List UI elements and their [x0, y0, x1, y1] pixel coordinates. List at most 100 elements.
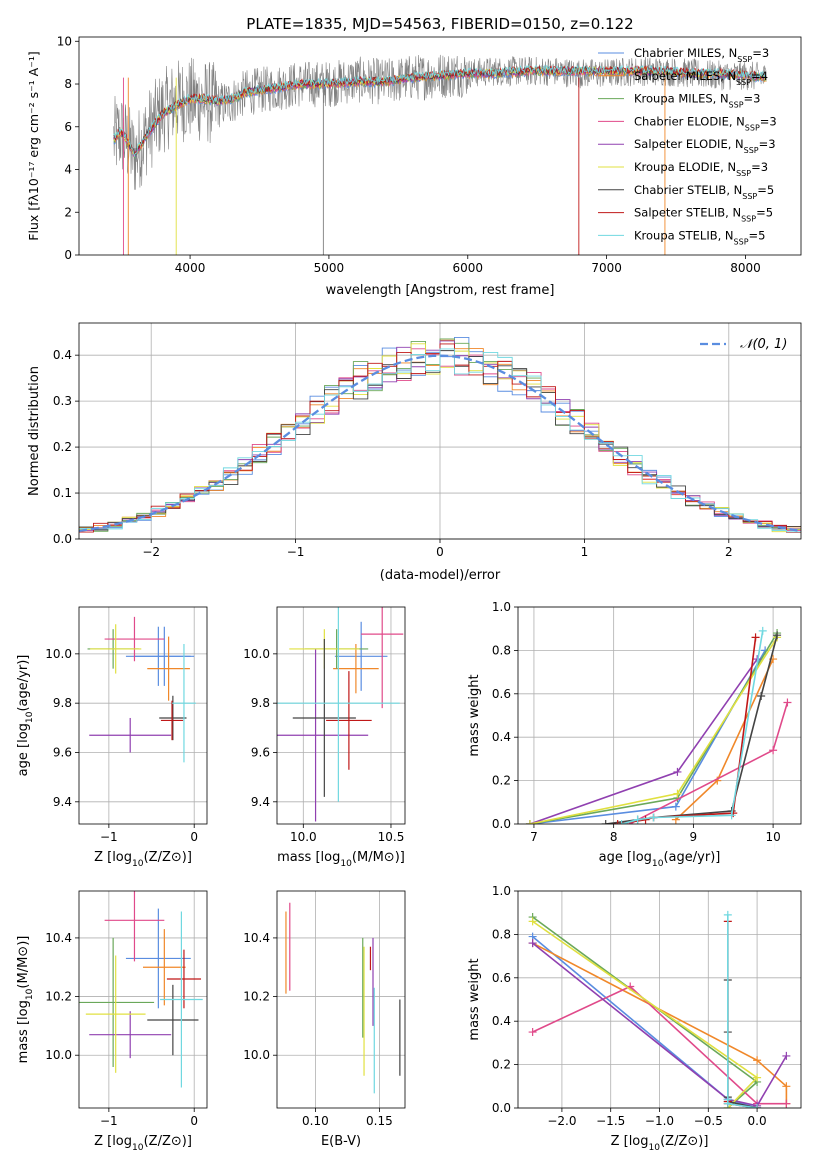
- y-tick-label: 10.0: [45, 647, 72, 661]
- errorbar-point-1: [143, 929, 186, 1006]
- y-tick-label: 0.2: [492, 1058, 511, 1072]
- y-tick-label: 0.2: [53, 440, 72, 454]
- axes-frame: [276, 890, 406, 1109]
- plus-marker: [751, 633, 760, 642]
- x-tick-label: 10: [765, 830, 780, 844]
- x-tick-label: 0: [436, 545, 444, 559]
- y-tick-label: 1.0: [492, 600, 511, 614]
- x-tick-label: 4000: [175, 261, 206, 275]
- y-axis-label: age [log10(age/yr)]: [16, 655, 35, 777]
- x-tick-label: −1.5: [596, 1114, 625, 1128]
- x-tick-label: 9: [690, 830, 698, 844]
- plus-marker: [753, 1056, 762, 1065]
- y-tick-label: 0.0: [492, 817, 511, 831]
- y-tick-label: 9.6: [251, 745, 270, 759]
- x-tick-label: −0.5: [694, 1114, 723, 1128]
- plus-marker: [773, 631, 782, 640]
- plus-marker: [528, 1028, 537, 1037]
- plus-marker: [757, 691, 766, 700]
- model-line-8: [113, 64, 767, 158]
- y-tick-label: 9.4: [251, 795, 270, 809]
- x-tick-label: 10.5: [378, 830, 405, 844]
- legend-label: Chabrier STELIB, NSSP=5: [634, 183, 774, 201]
- errorbar-point-7: [166, 949, 202, 1009]
- y-tick-label: 10.0: [243, 1048, 270, 1062]
- errorbars: [277, 607, 404, 822]
- x-tick-label: 10.0: [290, 830, 317, 844]
- plus-marker: [758, 626, 767, 635]
- chart-residuals: −2 −1 0 1 2 0.0 0.1 0.2 0.3 0.4 𝒩(0, 1) (data-model…: [27, 322, 802, 583]
- x-tick-label: −2.0: [547, 1114, 576, 1128]
- histograms: [79, 337, 801, 533]
- errorbar-point-3: [104, 891, 165, 962]
- errorbar-point-4: [104, 616, 165, 662]
- x-tick-label: 2: [725, 545, 733, 559]
- x-axis-label: (data-model)/error: [380, 568, 501, 583]
- errorbar-point-2: [147, 636, 190, 701]
- errorbar-point-4: [277, 648, 369, 822]
- x-tick-label: 0.0: [748, 1114, 767, 1128]
- errorbars: [87, 616, 196, 763]
- y-tick-label: 0.0: [492, 1101, 511, 1115]
- errorbar-point-6: [147, 984, 199, 1056]
- plus-marker: [783, 698, 792, 707]
- axes-frame: [78, 606, 208, 825]
- series-line-4: [532, 942, 788, 1107]
- x-axis-label: Z [log10(Z/Z⊙)]: [94, 1134, 192, 1153]
- legend-label: Salpeter MILES, NSSP=4: [634, 69, 768, 87]
- axes-frame: [517, 890, 802, 1109]
- y-tick-label: 9.8: [53, 696, 72, 710]
- x-tick-label: 8: [610, 830, 618, 844]
- x-axis-label: Z [log10(Z/Z⊙)]: [611, 1134, 709, 1153]
- axes-frame: [276, 606, 406, 825]
- plus-marker: [782, 1082, 791, 1091]
- errorbar-point-9: [172, 643, 196, 763]
- axes-frame: [517, 606, 802, 825]
- x-axis-label: wavelength [Angstrom, rest frame]: [326, 283, 555, 298]
- x-tick-label: −2: [142, 545, 160, 559]
- x-axis-label: Z [log10(Z/Z⊙)]: [94, 850, 192, 869]
- y-axis-label: Normed distribution: [27, 366, 42, 496]
- series-lines: [525, 626, 792, 824]
- plus-marker: [723, 1099, 732, 1108]
- legend-label: Kroupa STELIB, NSSP=5: [634, 228, 765, 246]
- x-tick-label: 0.10: [302, 1114, 329, 1128]
- x-tick-label: 8000: [730, 261, 761, 275]
- y-tick-label: 0.4: [492, 1014, 511, 1028]
- plus-marker: [782, 1099, 791, 1108]
- y-tick-label: 1.0: [492, 884, 511, 898]
- errorbar-point-8: [160, 911, 203, 1088]
- plus-marker: [753, 1104, 762, 1108]
- plus-marker: [673, 767, 682, 776]
- legend-label: Salpeter ELODIE, NSSP=3: [634, 137, 776, 155]
- plus-marker: [528, 939, 537, 948]
- errorbar-point-5: [89, 717, 172, 753]
- series-lines: [528, 910, 791, 1108]
- y-tick-label: 10.0: [45, 1048, 72, 1062]
- x-axis-label: E(B-V): [321, 1134, 361, 1149]
- y-tick-label: 10.2: [45, 990, 72, 1004]
- y-tick-label: 10.4: [45, 931, 72, 945]
- y-tick-label: 0: [64, 248, 72, 262]
- x-tick-label: −1.0: [645, 1114, 674, 1128]
- errorbars: [285, 902, 401, 1094]
- legend-label: Kroupa ELODIE, NSSP=3: [634, 160, 768, 178]
- x-tick-label: 0.15: [366, 1114, 393, 1128]
- series-line-3: [532, 985, 787, 1105]
- chart-age_vs_Z: −1 0 9.4 9.6 9.8 10.0 Z [log10(Z/Z⊙)] age [log1…: [16, 606, 208, 869]
- errorbars: [79, 891, 203, 1088]
- y-tick-label: 10.0: [243, 647, 270, 661]
- legend-label: Chabrier MILES, NSSP=3: [634, 46, 769, 64]
- y-tick-label: 0.6: [492, 687, 511, 701]
- x-tick-label: 7: [530, 830, 538, 844]
- x-tick-label: −1: [287, 545, 305, 559]
- errorbar-point-5: [85, 955, 146, 1073]
- x-tick-label: −1: [100, 830, 118, 844]
- axes-frame: [78, 36, 802, 256]
- legend-label: Chabrier ELODIE, NSSP=3: [634, 114, 777, 131]
- y-tick-label: 10.2: [243, 990, 270, 1004]
- y-tick-label: 0.6: [492, 971, 511, 985]
- x-tick-label: 0: [190, 1114, 198, 1128]
